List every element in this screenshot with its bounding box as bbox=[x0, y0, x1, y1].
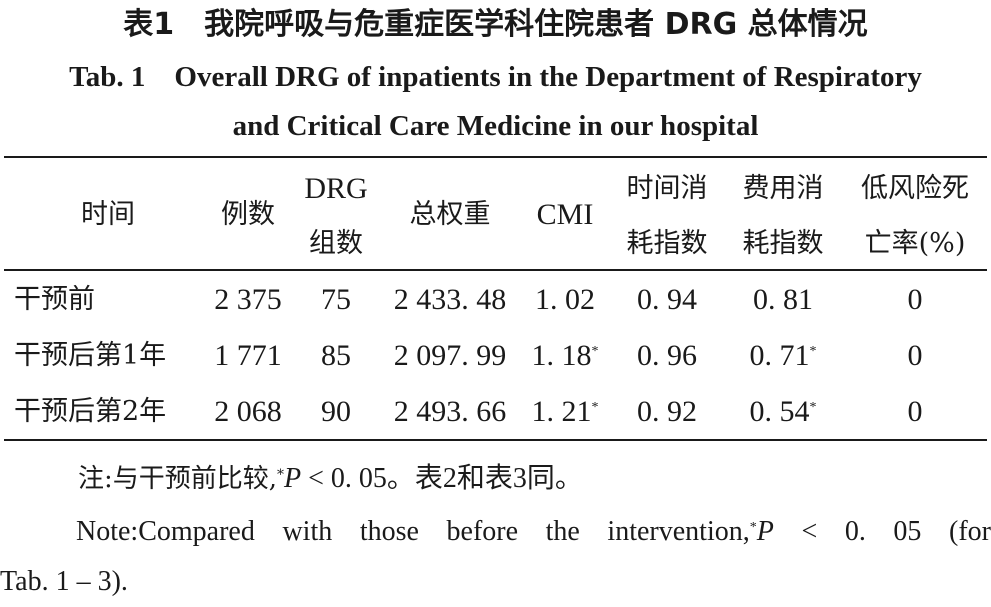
header-cases: 例数 bbox=[221, 199, 275, 230]
row3-drg: 90 bbox=[321, 395, 351, 428]
table-title-en-line1: Tab. 1 Overall DRG of inpatients in the … bbox=[69, 61, 922, 93]
row2-cmi: 1. 18* bbox=[531, 339, 599, 372]
row2-weight: 2 097. 99 bbox=[393, 339, 507, 372]
row3-cases: 2 068 bbox=[214, 395, 282, 428]
row2-mortality: 0 bbox=[907, 339, 923, 372]
row2-cost-index: 0. 71* bbox=[749, 339, 817, 372]
table-title-cn: 表1 我院呼吸与危重症医学科住院患者 DRG 总体情况 bbox=[123, 7, 868, 42]
table-note-en-line1: Note:Compared with those before the inte… bbox=[76, 516, 991, 547]
row1-time: 干预前 bbox=[14, 284, 95, 315]
row2-drg: 85 bbox=[321, 339, 351, 372]
header-drg-line2: 组数 bbox=[309, 228, 363, 259]
row3-time-index: 0. 92 bbox=[637, 395, 697, 428]
header-mortality-line2: 亡率(%) bbox=[864, 228, 966, 259]
table-title-en-line2: and Critical Care Medicine in our hospit… bbox=[232, 110, 759, 142]
table-note-en-line2: Tab. 1 – 3). bbox=[0, 566, 128, 597]
header-time: 时间 bbox=[81, 199, 135, 230]
row1-weight: 2 433. 48 bbox=[393, 283, 507, 316]
header-drg-line1: DRG bbox=[304, 172, 368, 205]
row1-cases: 2 375 bbox=[214, 283, 282, 316]
header-cmi: CMI bbox=[536, 198, 594, 231]
header-time-index-line2: 耗指数 bbox=[626, 228, 708, 259]
header-cost-index-line2: 耗指数 bbox=[742, 228, 824, 259]
row3-mortality: 0 bbox=[907, 395, 923, 428]
row3-cmi: 1. 21* bbox=[531, 395, 599, 428]
row3-weight: 2 493. 66 bbox=[393, 395, 507, 428]
table-note-cn: 注:与干预前比较,*P < 0. 05。表2和表3同。 bbox=[78, 463, 583, 494]
row2-time: 干预后第1年 bbox=[14, 340, 167, 371]
row1-mortality: 0 bbox=[907, 283, 923, 316]
table-bottom-rule bbox=[4, 439, 987, 441]
row3-time: 干预后第2年 bbox=[14, 396, 167, 427]
row2-cases: 1 771 bbox=[214, 339, 282, 372]
header-time-index-line1: 时间消 bbox=[626, 173, 708, 204]
row2-time-index: 0. 96 bbox=[637, 339, 697, 372]
header-mortality-line1: 低风险死 bbox=[861, 173, 969, 204]
row1-cmi: 1. 02 bbox=[535, 283, 595, 316]
table-header-rule bbox=[4, 269, 987, 271]
row1-drg: 75 bbox=[321, 283, 351, 316]
table-top-rule bbox=[4, 156, 987, 158]
header-cost-index-line1: 费用消 bbox=[742, 173, 824, 204]
row1-time-index: 0. 94 bbox=[637, 283, 697, 316]
header-total-weight: 总权重 bbox=[409, 199, 491, 230]
row1-cost-index: 0. 81 bbox=[753, 283, 813, 316]
row3-cost-index: 0. 54* bbox=[749, 395, 817, 428]
